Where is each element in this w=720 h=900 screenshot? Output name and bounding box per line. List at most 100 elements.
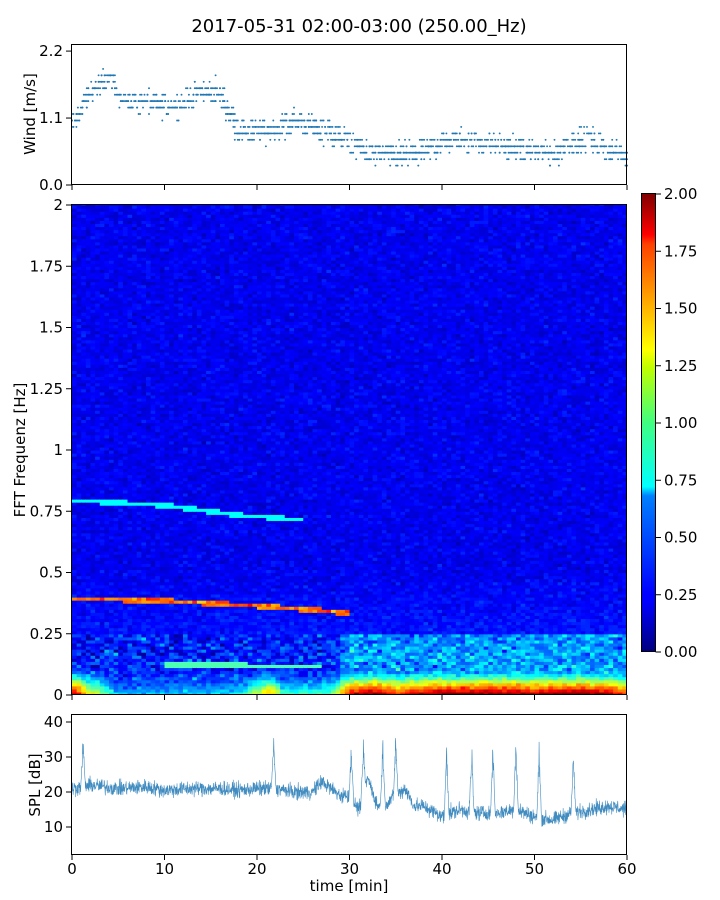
spectrogram-cell xyxy=(122,358,129,362)
spectrogram-cell xyxy=(136,691,142,695)
spectrogram-cell xyxy=(132,330,138,335)
wind-point xyxy=(583,145,586,148)
spectrogram-cell xyxy=(90,263,96,267)
wind-point xyxy=(133,93,136,96)
spectrogram-cell xyxy=(132,511,138,515)
spectrogram-cell xyxy=(104,655,110,659)
spectrogram-cell xyxy=(76,600,82,604)
spectrogram-cell xyxy=(72,652,78,656)
spectrogram-cell xyxy=(136,606,142,610)
wind-point xyxy=(139,113,142,115)
wind-point xyxy=(233,132,236,135)
spectrogram-cell xyxy=(81,649,87,653)
spectrogram-cell xyxy=(118,220,124,224)
spectrogram-cell xyxy=(95,495,101,500)
spectrogram-cell xyxy=(122,232,129,237)
wind-point xyxy=(466,151,469,154)
spectrogram-cell xyxy=(141,578,147,583)
spectrogram-cell xyxy=(95,293,101,298)
spectrogram-cell xyxy=(90,590,96,595)
wind-point xyxy=(467,151,470,154)
spectrogram-cell xyxy=(118,333,124,338)
spectrogram-cell xyxy=(72,688,78,693)
spectrogram-cell xyxy=(99,379,105,384)
spectrogram-cell xyxy=(136,232,142,237)
wind-point xyxy=(303,132,306,135)
spectrogram-cell xyxy=(76,664,82,669)
spectrogram-cell xyxy=(141,661,147,665)
spectrogram-cell xyxy=(99,590,105,595)
spectrogram-cell xyxy=(109,459,115,463)
wind-point xyxy=(506,158,509,161)
wind-point xyxy=(457,138,460,141)
wind-point xyxy=(614,151,617,154)
wind-point xyxy=(577,132,580,135)
spectrogram-cell xyxy=(118,425,124,430)
wind-point xyxy=(113,80,116,83)
spectrogram-cell xyxy=(90,597,96,601)
spectrogram-cell xyxy=(122,499,129,503)
spectrogram-cell xyxy=(118,205,124,206)
spectrogram-cell xyxy=(72,428,78,433)
spectrogram-cell xyxy=(132,544,138,549)
spectrogram-cell xyxy=(95,557,101,561)
wind-point xyxy=(304,132,307,135)
wind-point xyxy=(103,80,106,83)
spectrogram-cell xyxy=(127,633,133,638)
spectrogram-cell xyxy=(118,465,124,469)
spectrogram-cell xyxy=(141,499,147,503)
spectrogram-cell xyxy=(99,290,105,295)
spectrogram-cell xyxy=(136,260,142,264)
spectrogram-cell xyxy=(72,569,78,574)
spectrogram-cell xyxy=(81,544,87,549)
spectrogram-cell xyxy=(90,235,96,240)
spectrogram-cell xyxy=(76,309,82,313)
wind-point xyxy=(318,132,321,135)
spectrogram-cell xyxy=(104,293,110,298)
spectrogram-cell xyxy=(72,462,78,466)
spectrogram-cell xyxy=(90,688,96,693)
spectrogram-cell xyxy=(81,352,87,356)
spectrogram-cell xyxy=(104,241,110,246)
spectrogram-cell xyxy=(141,593,147,598)
spectrogram-cell xyxy=(132,382,138,387)
spectrogram-cell xyxy=(118,303,124,307)
wind-point xyxy=(491,138,494,141)
spectrogram-cell xyxy=(72,456,78,460)
spectrogram-cell xyxy=(76,287,82,292)
wind-point xyxy=(381,145,384,148)
spectrogram-cell xyxy=(104,578,110,583)
spectrogram-cell xyxy=(99,483,105,488)
wind-point xyxy=(309,125,312,128)
wind-point xyxy=(372,158,375,161)
spectrogram-cell xyxy=(72,339,78,344)
spectrogram-cell xyxy=(113,434,119,439)
spectrogram-cell xyxy=(99,272,105,277)
spectrogram-cell xyxy=(141,465,147,469)
spectrogram-cell xyxy=(141,639,147,644)
spectrogram-cell xyxy=(90,419,96,424)
spectrogram-cell xyxy=(127,603,133,607)
wind-point xyxy=(106,74,109,77)
wind-point xyxy=(232,106,235,109)
wind-point xyxy=(319,132,322,135)
spectrogram-cell xyxy=(95,633,101,638)
wind-point xyxy=(146,93,149,96)
spectrogram-cell xyxy=(104,661,110,665)
spectrogram-cell xyxy=(99,312,105,316)
wind-point xyxy=(488,132,491,135)
spectrogram-cell xyxy=(81,330,87,335)
spectrogram-cell xyxy=(95,333,101,338)
spectrogram-cell xyxy=(127,477,133,482)
spectrogram-cell xyxy=(90,440,96,445)
spectrogram-cell xyxy=(81,655,87,659)
spectrogram-cell xyxy=(136,526,142,531)
spectrogram-cell xyxy=(104,370,110,375)
spectrogram-cell xyxy=(104,652,110,656)
spectrogram-cell xyxy=(109,587,115,592)
wind-point xyxy=(219,93,221,96)
wind-point xyxy=(338,125,341,128)
spectrogram-cell xyxy=(72,388,78,393)
spectrogram-cell xyxy=(118,247,124,252)
spectrogram-cell xyxy=(95,551,101,555)
